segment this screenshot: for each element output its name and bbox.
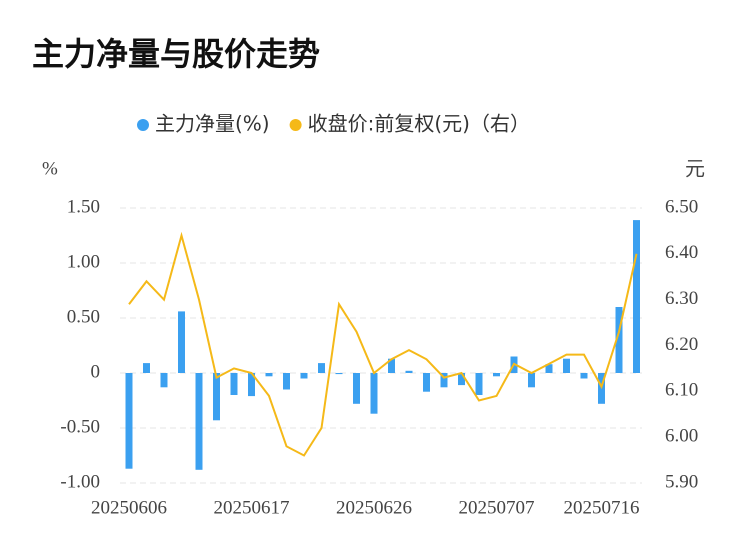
bar (230, 373, 238, 395)
bar (580, 373, 588, 379)
bar (405, 370, 413, 373)
bar (563, 358, 570, 373)
x-tick-label: 20250707 (459, 497, 535, 518)
x-tick-label: 20250716 (564, 497, 640, 518)
y-tick-label: 0 (91, 361, 101, 382)
bar (440, 373, 448, 388)
legend-label: 主力净量(%) (155, 112, 270, 136)
legend-marker (289, 119, 302, 131)
y2-tick-label: 6.00 (665, 426, 698, 447)
y-tick-label: 1.00 (67, 251, 100, 272)
bar (388, 358, 395, 373)
y2-tick-label: 6.10 (665, 380, 698, 401)
y2-tick-label: 6.20 (665, 334, 698, 355)
y-axis-label: % (42, 158, 58, 179)
bar (545, 364, 553, 373)
price-line (128, 231, 638, 457)
legend-label: 收盘价:前复权(元)（右） (308, 112, 530, 136)
bar (475, 373, 483, 395)
y-tick-label: -0.50 (60, 416, 100, 437)
x-tick-label: 20250606 (91, 497, 167, 518)
y2-tick-label: 5.90 (665, 471, 698, 492)
bar (370, 373, 378, 414)
bar (633, 220, 640, 373)
y-tick-label: -1.00 (60, 471, 100, 492)
x-tick-label: 20250626 (336, 497, 412, 518)
bar (213, 373, 220, 421)
legend-marker (137, 119, 149, 131)
bar (528, 373, 535, 388)
y-tick-label: 0.50 (67, 306, 100, 327)
y2-axis-label: 元 (685, 157, 705, 181)
bar (160, 373, 168, 388)
bar (353, 373, 360, 404)
bar (458, 373, 465, 386)
y2-tick-label: 6.40 (665, 242, 698, 263)
y-tick-label: 1.50 (67, 196, 100, 217)
bar (423, 373, 430, 392)
bar (300, 373, 308, 379)
bar (265, 373, 273, 377)
bar (125, 373, 133, 469)
bar (195, 373, 203, 470)
bar (248, 373, 255, 397)
x-tick-label: 20250617 (214, 497, 290, 518)
bar (143, 363, 150, 373)
bar (615, 307, 623, 373)
bar (178, 311, 185, 373)
y2-tick-label: 6.30 (665, 288, 698, 309)
bar (335, 373, 343, 375)
chart-title: 主力净量与股价走势 (32, 35, 320, 73)
bar (283, 373, 290, 390)
bar (493, 373, 500, 377)
bar (318, 363, 325, 373)
y2-tick-label: 6.50 (665, 196, 698, 217)
